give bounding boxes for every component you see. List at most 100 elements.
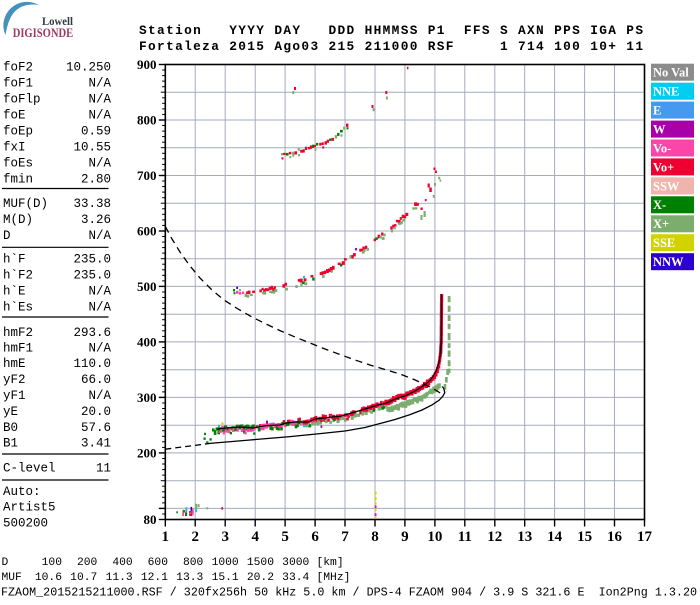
svg-text:11: 11 [458, 529, 472, 545]
svg-text:900: 900 [137, 57, 157, 72]
svg-text:h`E: h`E [3, 284, 26, 298]
svg-text:C-level: C-level [3, 462, 56, 476]
svg-text:B1: B1 [3, 437, 18, 451]
svg-text:Lowell: Lowell [42, 16, 73, 28]
svg-text:h`Es: h`Es [3, 300, 33, 314]
svg-text:2: 2 [191, 529, 199, 545]
svg-text:fmin: fmin [3, 173, 33, 187]
svg-text:hmF2: hmF2 [3, 326, 33, 340]
svg-text:10.6: 10.6 [35, 572, 62, 584]
svg-text:400: 400 [112, 557, 133, 569]
svg-text:12.1: 12.1 [141, 572, 168, 584]
svg-text:3000: 3000 [282, 557, 309, 569]
svg-text:[km]: [km] [317, 557, 344, 569]
svg-text:No Val: No Val [653, 66, 689, 80]
svg-text:4: 4 [251, 529, 259, 545]
svg-text:MUF: MUF [2, 572, 22, 584]
svg-text:h`F: h`F [3, 252, 26, 266]
svg-text:yF1: yF1 [3, 389, 26, 403]
svg-text:N/A: N/A [88, 389, 111, 403]
svg-text:yE: yE [3, 405, 18, 419]
svg-text:12: 12 [487, 529, 502, 545]
svg-text:500200: 500200 [3, 516, 48, 530]
svg-text:800: 800 [137, 112, 157, 127]
svg-text:200: 200 [137, 445, 157, 460]
svg-text:16: 16 [607, 529, 623, 545]
svg-text:110.0: 110.0 [73, 357, 111, 371]
svg-text:fxI: fxI [3, 141, 26, 155]
svg-text:235.0: 235.0 [73, 252, 111, 266]
svg-text:N/A: N/A [88, 300, 111, 314]
svg-text:[MHz]: [MHz] [317, 572, 351, 584]
svg-text:Vo-: Vo- [653, 141, 671, 155]
svg-text:DIGISONDE: DIGISONDE [13, 25, 73, 40]
svg-text:SSW: SSW [653, 179, 680, 193]
svg-text:h`F2: h`F2 [3, 268, 33, 282]
svg-text:NNW: NNW [653, 255, 684, 269]
svg-text:17: 17 [637, 529, 653, 545]
svg-text:1500: 1500 [247, 557, 274, 569]
svg-text:E: E [653, 104, 661, 118]
svg-text:700: 700 [137, 168, 157, 183]
svg-text:15: 15 [577, 529, 592, 545]
svg-text:Fortaleza 2015 Ago03 215 21100: Fortaleza 2015 Ago03 215 211000 RSF 1 71… [139, 39, 643, 54]
svg-text:66.0: 66.0 [81, 373, 111, 387]
svg-text:N/A: N/A [88, 109, 111, 123]
svg-text:X-: X- [653, 198, 666, 212]
svg-text:10.7: 10.7 [70, 572, 97, 584]
svg-text:10.250: 10.250 [66, 61, 111, 75]
svg-text:10.55: 10.55 [73, 141, 111, 155]
svg-text:MUF(D): MUF(D) [3, 197, 48, 211]
svg-text:9: 9 [401, 529, 409, 545]
svg-text:Station YYYY DAY DDD HHMMS: Station YYYY DAY DDD HHMMSS P1 FFS S AXN… [139, 23, 643, 38]
svg-text:14: 14 [547, 529, 563, 545]
svg-text:11.3: 11.3 [106, 572, 133, 584]
svg-text:D: D [2, 557, 9, 569]
svg-text:33.38: 33.38 [73, 197, 111, 211]
svg-text:2.80: 2.80 [81, 173, 111, 187]
svg-text:5: 5 [281, 529, 289, 545]
svg-text:1: 1 [162, 529, 170, 545]
svg-text:Vo+: Vo+ [653, 160, 674, 174]
svg-text:600: 600 [137, 223, 157, 238]
svg-text:foE: foE [3, 109, 26, 123]
svg-text:N/A: N/A [88, 93, 111, 107]
svg-text:7: 7 [341, 529, 349, 545]
svg-text:foF2: foF2 [3, 61, 33, 75]
svg-text:100: 100 [42, 557, 63, 569]
svg-text:FZAOM_2015215211000.RSF / 320f: FZAOM_2015215211000.RSF / 320fx256h 50 k… [1, 585, 697, 599]
svg-text:293.6: 293.6 [73, 326, 111, 340]
svg-text:N/A: N/A [88, 77, 111, 91]
svg-text:200: 200 [77, 557, 98, 569]
svg-text:600: 600 [148, 557, 169, 569]
svg-text:SSE: SSE [653, 236, 675, 250]
svg-text:500: 500 [137, 279, 157, 294]
svg-text:33.4: 33.4 [282, 572, 309, 584]
svg-text:13.3: 13.3 [176, 572, 203, 584]
svg-text:X+: X+ [653, 217, 669, 231]
svg-text:8: 8 [371, 529, 379, 545]
svg-text:M(D): M(D) [3, 213, 33, 227]
svg-text:N/A: N/A [88, 229, 111, 243]
svg-text:0.59: 0.59 [81, 125, 111, 139]
svg-text:300: 300 [137, 390, 157, 405]
svg-text:N/A: N/A [88, 157, 111, 171]
svg-text:NNE: NNE [653, 85, 679, 99]
svg-text:hmF1: hmF1 [3, 341, 33, 355]
svg-text:D: D [3, 229, 11, 243]
svg-text:3.26: 3.26 [81, 213, 111, 227]
svg-text:1000: 1000 [212, 557, 239, 569]
svg-text:foEs: foEs [3, 157, 33, 171]
svg-text:N/A: N/A [88, 284, 111, 298]
svg-text:foF1: foF1 [3, 77, 33, 91]
svg-text:foEp: foEp [3, 125, 33, 139]
svg-text:6: 6 [311, 529, 319, 545]
svg-text:800: 800 [183, 557, 204, 569]
svg-text:N/A: N/A [88, 341, 111, 355]
svg-text:20.2: 20.2 [247, 572, 274, 584]
svg-text:20.0: 20.0 [81, 405, 111, 419]
svg-text:57.6: 57.6 [81, 421, 111, 435]
svg-text:11: 11 [96, 462, 111, 476]
svg-text:400: 400 [137, 334, 157, 349]
svg-text:80: 80 [144, 512, 157, 527]
